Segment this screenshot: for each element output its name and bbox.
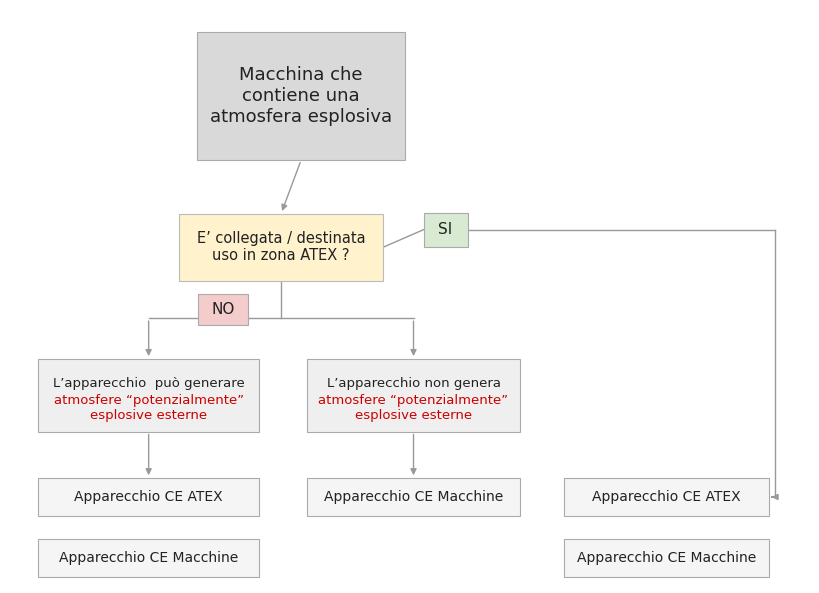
FancyBboxPatch shape (179, 213, 383, 280)
FancyBboxPatch shape (423, 213, 468, 247)
Text: SI: SI (438, 222, 453, 237)
Text: atmosfere “potenzialmente”
esplosive esterne: atmosfere “potenzialmente” esplosive est… (319, 394, 509, 422)
Text: Apparecchio CE Macchine: Apparecchio CE Macchine (59, 551, 238, 565)
Text: Apparecchio CE ATEX: Apparecchio CE ATEX (75, 490, 223, 504)
FancyBboxPatch shape (564, 539, 769, 577)
Text: Macchina che
contiene una
atmosfera esplosiva: Macchina che contiene una atmosfera espl… (210, 66, 392, 126)
Text: Apparecchio CE Macchine: Apparecchio CE Macchine (324, 490, 503, 504)
FancyBboxPatch shape (38, 539, 259, 577)
FancyBboxPatch shape (564, 478, 769, 516)
Text: NO: NO (211, 302, 235, 317)
Text: Apparecchio CE Macchine: Apparecchio CE Macchine (577, 551, 756, 565)
FancyBboxPatch shape (38, 478, 259, 516)
FancyBboxPatch shape (197, 32, 405, 160)
FancyBboxPatch shape (38, 359, 259, 432)
Text: atmosfere “potenzialmente”
esplosive esterne: atmosfere “potenzialmente” esplosive est… (53, 394, 244, 422)
FancyBboxPatch shape (307, 478, 520, 516)
FancyBboxPatch shape (307, 359, 520, 432)
FancyBboxPatch shape (198, 294, 248, 325)
Text: Apparecchio CE ATEX: Apparecchio CE ATEX (592, 490, 740, 504)
Text: L’apparecchio non genera: L’apparecchio non genera (327, 377, 500, 390)
Text: L’apparecchio  può generare: L’apparecchio può generare (52, 377, 245, 390)
Text: E’ collegata / destinata
uso in zona ATEX ?: E’ collegata / destinata uso in zona ATE… (197, 231, 365, 263)
